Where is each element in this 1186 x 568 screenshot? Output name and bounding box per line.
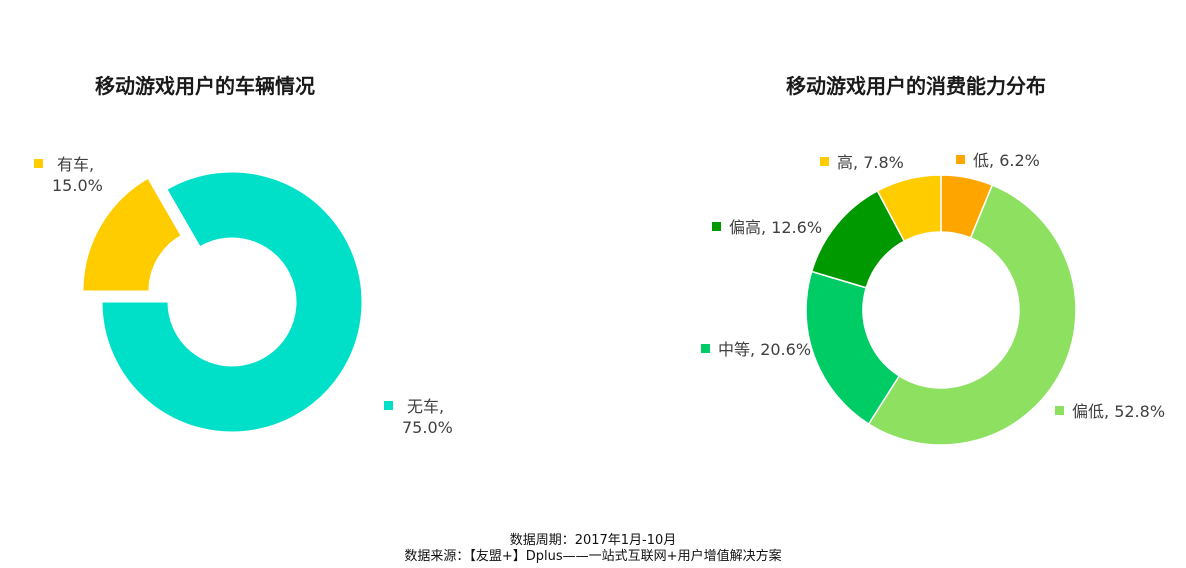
legend-label-high: 高, 7.8% <box>820 152 904 173</box>
slice-name-high: 高 <box>837 153 854 172</box>
slice-name-mid: 中等 <box>718 340 751 359</box>
label-separator: , <box>761 218 772 237</box>
label-separator: , <box>853 153 864 172</box>
spending-slice-4 <box>876 174 942 243</box>
legend-swatch-has-car <box>34 159 43 168</box>
slice-value-lower-mid: 52.8% <box>1114 402 1166 421</box>
legend-label-has-car: 有车, 15.0% <box>34 154 103 196</box>
slice-name-no-car: 无车 <box>407 397 440 416</box>
slice-name-lower-mid: 偏低 <box>1072 402 1105 421</box>
legend-swatch-low <box>956 155 965 164</box>
legend-label-mid: 中等, 20.6% <box>701 339 811 360</box>
legend-swatch-lower-mid <box>1055 406 1064 415</box>
legend-swatch-mid <box>701 344 710 353</box>
legend-swatch-no-car <box>384 401 393 410</box>
slice-value-low: 6.2% <box>999 151 1040 170</box>
footer-data-period: 数据周期：2017年1月-10月 <box>509 533 677 548</box>
spending-chart-title: 移动游戏用户的消费能力分布 <box>786 74 1046 98</box>
label-separator: , <box>1104 402 1115 421</box>
slice-value-no-car: 75.0% <box>402 418 453 437</box>
spending-slice-2 <box>805 270 901 426</box>
spending-slice-1 <box>867 184 1077 446</box>
footer-data-source: 数据来源：【友盟+】Dplus——一站式互联网+用户增值解决方案 <box>404 549 782 564</box>
slice-name-upper-mid: 偏高 <box>729 218 762 237</box>
vehicle-slice-0 <box>82 177 182 292</box>
slice-value-mid: 20.6% <box>760 340 812 359</box>
slice-value-has-car: 15.0% <box>52 176 103 195</box>
label-separator: , <box>89 155 95 174</box>
label-separator: , <box>989 151 1000 170</box>
legend-label-lower-mid: 偏低, 52.8% <box>1055 401 1165 422</box>
label-separator: , <box>439 397 445 416</box>
legend-swatch-upper-mid <box>712 222 721 231</box>
label-separator: , <box>750 340 761 359</box>
legend-label-low: 低, 6.2% <box>956 150 1040 171</box>
vehicle-chart-title: 移动游戏用户的车辆情况 <box>95 74 315 98</box>
vehicle-slice-1 <box>101 171 363 433</box>
legend-swatch-high <box>820 157 829 166</box>
legend-label-upper-mid: 偏高, 12.6% <box>712 217 822 238</box>
slice-value-upper-mid: 12.6% <box>771 218 823 237</box>
slice-value-high: 7.8% <box>863 153 904 172</box>
slice-name-has-car: 有车 <box>57 155 90 174</box>
slice-name-low: 低 <box>973 151 990 170</box>
legend-label-no-car: 无车, 75.0% <box>384 396 453 438</box>
